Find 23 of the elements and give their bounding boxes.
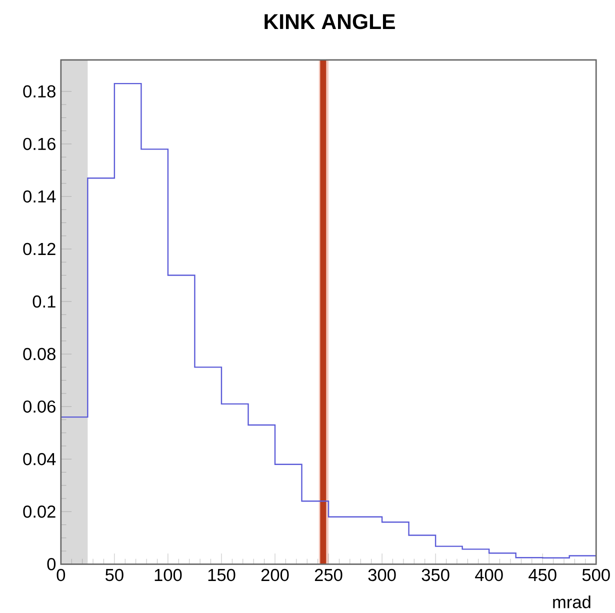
x-tick-label: 250: [314, 569, 342, 582]
x-tick-label: 300: [368, 569, 396, 582]
y-tick-label: 0.18: [23, 85, 56, 98]
y-tick-label: 0.1: [32, 296, 56, 308]
x-tick-label: 450: [528, 569, 556, 582]
x-tick-label: 50: [106, 569, 124, 582]
y-tick-label: 0: [47, 558, 56, 570]
y-tick-label: 0.02: [23, 506, 56, 518]
y-tick-label: 0.14: [23, 190, 56, 203]
x-tick-label: 350: [422, 569, 450, 582]
x-tick-label: 200: [261, 569, 289, 582]
x-tick-label: 0: [56, 569, 66, 582]
x-tick-label: 100: [154, 569, 182, 582]
y-tick-label: 0.04: [23, 453, 56, 466]
y-tick-label: 0.08: [23, 348, 56, 360]
y-tick-label: 0.16: [23, 138, 56, 150]
chart-title: KINK ANGLE: [264, 14, 395, 30]
x-tick-label: 400: [475, 569, 503, 582]
x-tick-label: 150: [208, 569, 236, 582]
x-tick-label: 500: [582, 569, 610, 582]
x-axis-title: mrad: [553, 596, 590, 608]
y-tick-label: 0.06: [23, 400, 56, 413]
y-tick-label: 0.12: [23, 243, 56, 256]
